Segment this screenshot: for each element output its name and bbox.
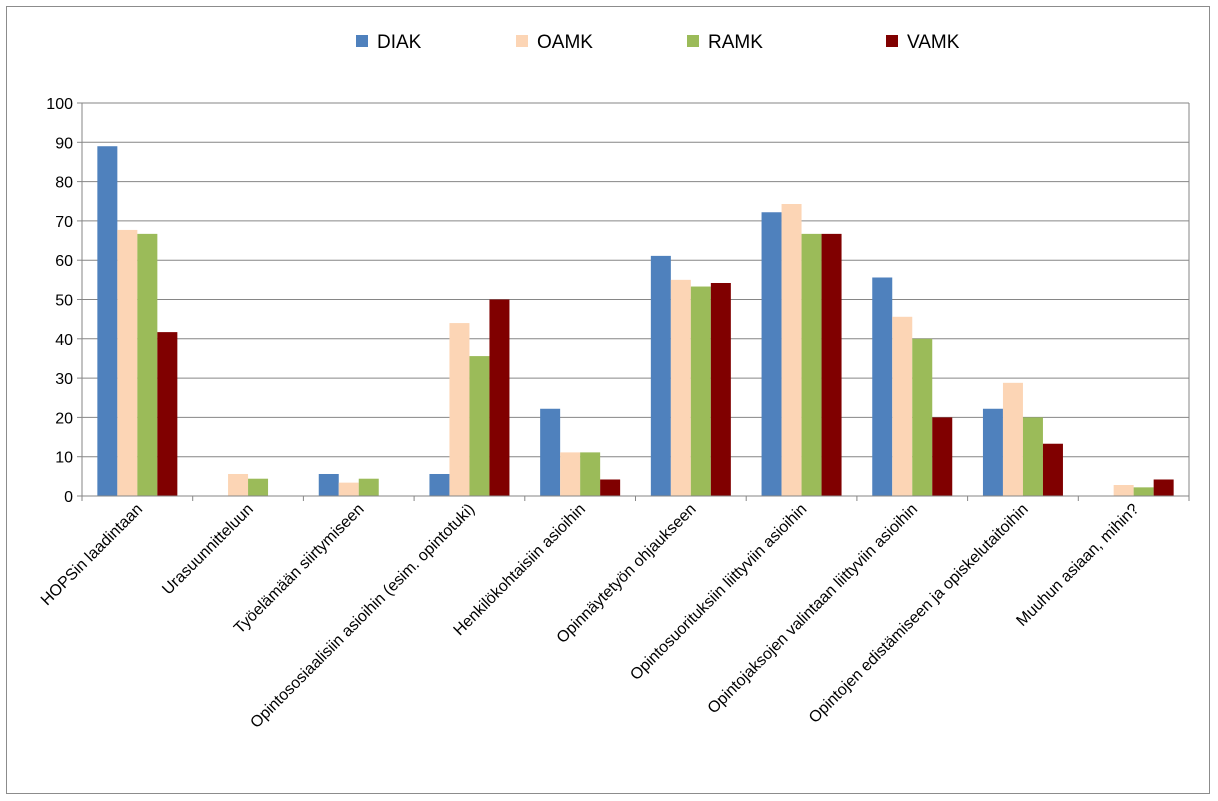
bars [97, 146, 1174, 497]
bar-ramk [1133, 487, 1154, 496]
bar-diak [872, 277, 893, 496]
y-tick-label: 20 [55, 410, 73, 427]
bar-diak [761, 212, 782, 496]
legend-label-oamk: OAMK [537, 32, 593, 53]
bar-ramk [580, 452, 601, 496]
bar-oamk [560, 452, 581, 496]
x-tick-label: Henkilökohtaisiin asioihin [451, 501, 589, 639]
bar-vamk [1153, 479, 1174, 496]
y-tick-label: 90 [55, 135, 73, 152]
bar-vamk [600, 479, 621, 496]
bar-chart: DIAK OAMK RAMK VAMK 0102030405060708090100 … [38, 32, 1190, 732]
bar-ramk [469, 356, 490, 496]
x-axis: HOPSin laadintaan UrasuunnitteluunTyöeläm… [38, 495, 1190, 732]
legend-label-diak: DIAK [377, 32, 422, 53]
bar-diak [97, 146, 118, 497]
x-tick-label: Urasuunnitteluun [159, 501, 257, 599]
bar-vamk [1042, 443, 1063, 496]
x-tick-label: Muuhun asiaan, mihin? [1013, 501, 1142, 630]
bar-ramk [690, 286, 711, 496]
bar-ramk [358, 478, 379, 496]
x-tick-label: Opintosuorituksiin liittyviin asioihin [627, 501, 810, 684]
bar-diak [650, 255, 671, 496]
bar-vamk [157, 332, 178, 496]
bar-oamk [1113, 484, 1134, 496]
y-tick-label: 0 [64, 489, 73, 506]
y-tick-label: 60 [55, 253, 73, 270]
y-axis: 0 10 20 30 40 50 60 70 80 90 100 [46, 96, 1190, 506]
x-tick-label: Opintojen edistämiseen ja opiskelutaitoi… [806, 501, 1032, 727]
bar-oamk [228, 473, 249, 496]
bar-ramk [1022, 417, 1043, 496]
y-tick-label: 10 [55, 450, 73, 467]
bar-vamk [710, 282, 731, 496]
y-tick-label: 50 [55, 293, 73, 310]
gridlines [82, 102, 1189, 497]
legend-swatch-diak [356, 35, 368, 47]
legend-swatch-oamk [516, 35, 528, 47]
legend-swatch-ramk [687, 35, 699, 47]
bar-oamk [892, 316, 913, 496]
bar-ramk [248, 478, 269, 496]
bar-diak [982, 408, 1003, 496]
bar-ramk [912, 338, 933, 496]
bar-oamk [338, 482, 359, 496]
x-tick-label: Opintososiaalisiin asioihin (esim. opint… [247, 501, 478, 732]
bar-oamk [117, 229, 138, 496]
y-tick-label: 80 [55, 175, 73, 192]
bar-oamk [781, 204, 802, 496]
x-tick-label: HOPSin laadintaan [38, 501, 146, 609]
legend-label-ramk: RAMK [708, 32, 763, 53]
bar-diak [540, 408, 561, 496]
bar-oamk [1002, 382, 1023, 496]
bar-oamk [670, 279, 691, 496]
y-tick-label: 30 [55, 371, 73, 388]
bar-ramk [801, 233, 822, 496]
x-tick-label: Työelämään siirtymiseen [231, 501, 368, 638]
y-tick-label: 40 [55, 332, 73, 349]
legend-label-vamk: VAMK [907, 32, 960, 53]
y-tick-label: 70 [55, 214, 73, 231]
bar-oamk [449, 323, 470, 496]
bar-diak [318, 473, 339, 496]
bar-vamk [932, 417, 953, 496]
bar-diak [429, 473, 450, 496]
bar-ramk [137, 233, 158, 496]
legend: DIAK OAMK RAMK VAMK [356, 32, 960, 53]
bar-vamk [821, 233, 842, 496]
bar-vamk [489, 299, 510, 496]
x-tick-label: Opintojaksojen valintaan liittyviin asio… [705, 501, 921, 717]
legend-swatch-vamk [886, 35, 898, 47]
y-tick-label: 100 [46, 96, 73, 113]
chart-frame: DIAK OAMK RAMK VAMK 0 10 20 30 40 50 60 70 80 90 100 … [6, 6, 1210, 794]
